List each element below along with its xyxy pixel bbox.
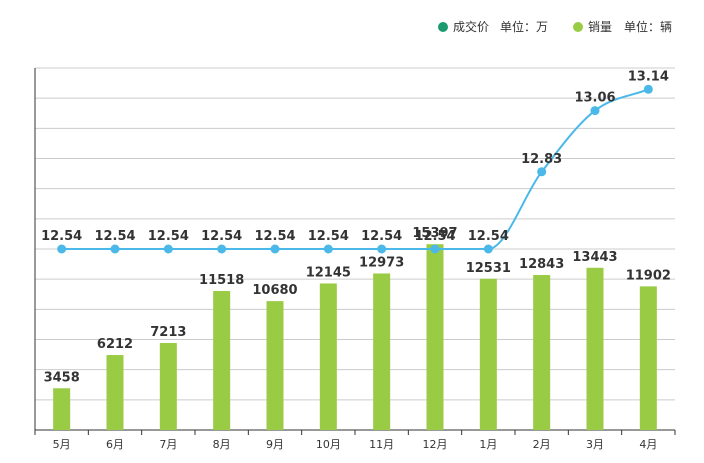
legend: 成交价 单位：万 销量 单位：辆 [438,19,672,34]
legend-price-name: 成交价 [453,19,489,34]
bar-1 [106,355,124,430]
x-tick-label-11: 4月 [639,438,657,451]
bar-7 [426,244,444,430]
legend-price-unit: 单位：万 [500,19,548,34]
legend-sales-name: 销量 [588,20,612,34]
line-point-10 [590,106,600,116]
bar-label-9: 12843 [519,257,564,272]
x-tick-label-3: 8月 [213,438,231,451]
bar-label-1: 6212 [97,337,133,352]
line-label-2: 12.54 [148,229,189,244]
bar-8 [479,278,497,430]
price-line [61,88,649,250]
line-label-6: 12.54 [361,229,402,244]
line-point-11 [643,84,653,94]
line-point-1 [110,244,120,254]
line-point-7 [430,244,440,254]
bar-11 [639,286,657,430]
x-tick-label-4: 9月 [266,438,284,451]
line-point-3 [217,244,227,254]
x-tick-label-10: 3月 [586,438,604,451]
x-tick-label-9: 2月 [533,438,551,451]
line-label-4: 12.54 [254,229,295,244]
bar-label-4: 10680 [252,283,297,298]
x-tick-label-2: 7月 [159,438,177,451]
line-label-8: 12.54 [468,229,509,244]
line-label-5: 12.54 [308,229,349,244]
x-tick-label-5: 10月 [316,438,341,451]
bar-2 [159,342,177,430]
line-series-price [57,84,653,254]
bar-3 [213,291,231,430]
x-tick-label-8: 1月 [479,438,497,451]
bar-0 [53,388,71,430]
line-point-4 [270,244,280,254]
x-tick-label-1: 6月 [106,438,124,451]
line-point-0 [57,244,67,254]
line-label-3: 12.54 [201,229,242,244]
bar-label-10: 13443 [572,250,617,265]
bar-label-11: 11902 [626,268,671,283]
x-axis-tick-labels: 5月 6月 7月 8月 9月 10月 11月 12月 1月 2月 3月 4月 [53,438,658,451]
line-label-1: 12.54 [94,229,135,244]
bar-10 [586,267,604,430]
line-label-9: 12.83 [521,152,562,167]
bar-9 [533,275,551,430]
legend-item-price[interactable]: 成交价 单位：万 [438,19,548,34]
line-point-9 [537,167,547,177]
bar-label-8: 12531 [466,261,511,276]
line-point-5 [323,244,333,254]
line-label-11: 13.14 [628,69,669,84]
bar-value-labels: 3458 6212 7213 11518 10680 12145 12973 15397 125… [44,226,671,385]
line-label-10: 13.06 [574,91,615,106]
bar-label-3: 11518 [199,273,244,288]
bar-label-5: 12145 [306,265,351,280]
legend-item-sales[interactable]: 销量 单位：辆 [573,19,672,34]
bar-label-6: 12973 [359,255,404,270]
bar-series-sales [53,244,657,430]
legend-sales-marker [573,22,583,32]
x-tick-label-6: 11月 [369,438,394,451]
line-value-labels: 12.54 12.54 12.54 12.54 12.54 12.54 12.54 12.54… [41,69,669,244]
bar-label-0: 3458 [44,370,80,385]
axes [34,68,676,435]
x-tick-label-0: 5月 [53,438,71,451]
line-point-6 [377,244,387,254]
legend-price-marker [438,22,448,32]
bar-label-2: 7213 [150,325,186,340]
line-label-0: 12.54 [41,229,82,244]
bar-4 [266,301,284,430]
legend-sales-unit: 单位：辆 [624,19,672,34]
x-tick-label-7: 12月 [423,438,448,451]
line-label-7: 12.54 [414,229,455,244]
line-point-2 [163,244,173,254]
bar-5 [319,283,337,430]
bar-label-7: 15397 [412,226,457,241]
line-point-8 [483,244,493,254]
bar-6 [373,273,391,430]
